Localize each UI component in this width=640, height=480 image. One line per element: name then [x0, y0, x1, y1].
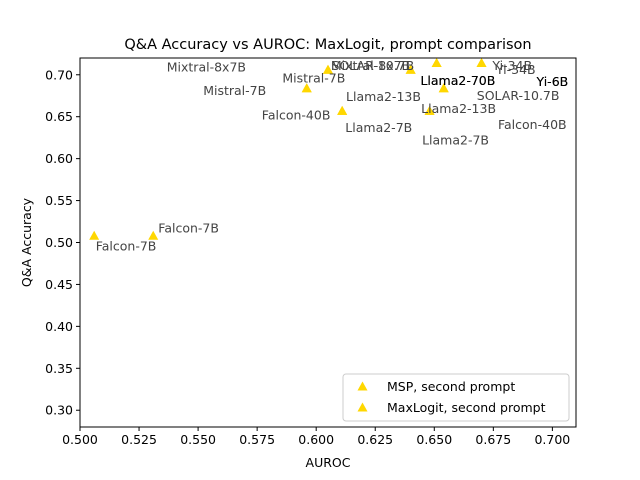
legend-marker-maxlogit — [357, 402, 368, 412]
point-annotation: SOLAR-10.7B — [332, 58, 415, 73]
point-annotation: Yi-6B — [536, 74, 569, 89]
x-tick-label: 0.550 — [180, 432, 216, 447]
data-point-maxlogit — [323, 64, 333, 74]
y-tick-label: 0.50 — [45, 235, 73, 250]
plot-area: Mixtral-8x7BMistral-7BMistral-7BFalcon-4… — [89, 58, 568, 253]
y-tick-label: 0.70 — [45, 67, 73, 82]
data-point-maxlogit — [89, 230, 100, 240]
data-point-maxlogit — [438, 83, 449, 93]
point-annotation: Falcon-40B — [498, 117, 567, 132]
point-annotation: Yi-6B — [536, 74, 569, 89]
point-annotation: Mixtral-8x7B — [167, 60, 246, 75]
point-annotation: Llama2-7B — [345, 120, 412, 135]
x-tick-label: 0.525 — [121, 432, 157, 447]
legend: MSP, second prompt MaxLogit, second prom… — [342, 373, 570, 422]
data-point-msp — [148, 230, 159, 240]
x-tick-label: 0.675 — [475, 432, 511, 447]
point-annotation: Falcon-7B — [158, 221, 219, 236]
data-point-maxlogit — [301, 83, 312, 93]
y-tick-label: 0.35 — [45, 361, 73, 376]
data-point-maxlogit — [405, 64, 416, 74]
chart-title: Q&A Accuracy vs AUROC: MaxLogit, prompt … — [124, 37, 531, 53]
legend-label-msp: MSP, second prompt — [387, 379, 515, 394]
x-axis-label: AUROC — [306, 455, 351, 470]
point-annotation: Mixtral-8x7B — [331, 58, 410, 73]
x-tick-label: 0.575 — [239, 432, 275, 447]
point-annotation: Mistral-7B — [203, 83, 266, 98]
y-axis-label: Q&A Accuracy — [19, 197, 34, 287]
point-annotation: Yi-34B — [495, 62, 536, 77]
legend-label-maxlogit: MaxLogit, second prompt — [387, 400, 546, 415]
data-point-maxlogit — [424, 105, 435, 115]
y-tick-label: 0.45 — [45, 277, 73, 292]
legend-marker-msp — [357, 381, 368, 391]
point-annotation: Llama2-70B — [420, 73, 495, 88]
point-annotation: SOLAR-10.7B — [477, 88, 560, 103]
x-tick-label: 0.625 — [357, 432, 393, 447]
point-annotation: Falcon-40B — [262, 108, 331, 123]
y-tick-label: 0.40 — [45, 319, 73, 334]
y-axis: 0.30 0.35 0.40 0.45 0.50 0.55 0.60 0.65 0.70 — [45, 67, 80, 418]
y-tick-label: 0.65 — [45, 109, 73, 124]
y-tick-label: 0.60 — [45, 151, 73, 166]
x-tick-label: 0.500 — [62, 432, 98, 447]
point-annotation: Llama2-13B — [346, 89, 421, 104]
y-tick-label: 0.55 — [45, 193, 73, 208]
point-annotation: Llama2-70B — [420, 73, 495, 88]
point-annotation: Llama2-7B — [422, 133, 489, 148]
x-tick-label: 0.600 — [298, 432, 334, 447]
point-annotation: Mistral-7B — [282, 71, 345, 86]
x-tick-label: 0.700 — [534, 432, 570, 447]
y-tick-label: 0.30 — [45, 403, 73, 418]
legend-box — [342, 373, 570, 422]
point-annotation: Llama2-13B — [421, 101, 496, 116]
x-axis: 0.500 0.525 0.550 0.575 0.600 0.625 0.650 0.675… — [62, 427, 570, 447]
point-annotation: Falcon-7B — [96, 238, 157, 253]
data-point-maxlogit — [431, 58, 442, 68]
data-point-maxlogit — [337, 105, 348, 115]
data-point-maxlogit — [476, 58, 487, 68]
x-tick-label: 0.650 — [416, 432, 452, 447]
point-annotation: Yi-34B — [491, 58, 532, 73]
